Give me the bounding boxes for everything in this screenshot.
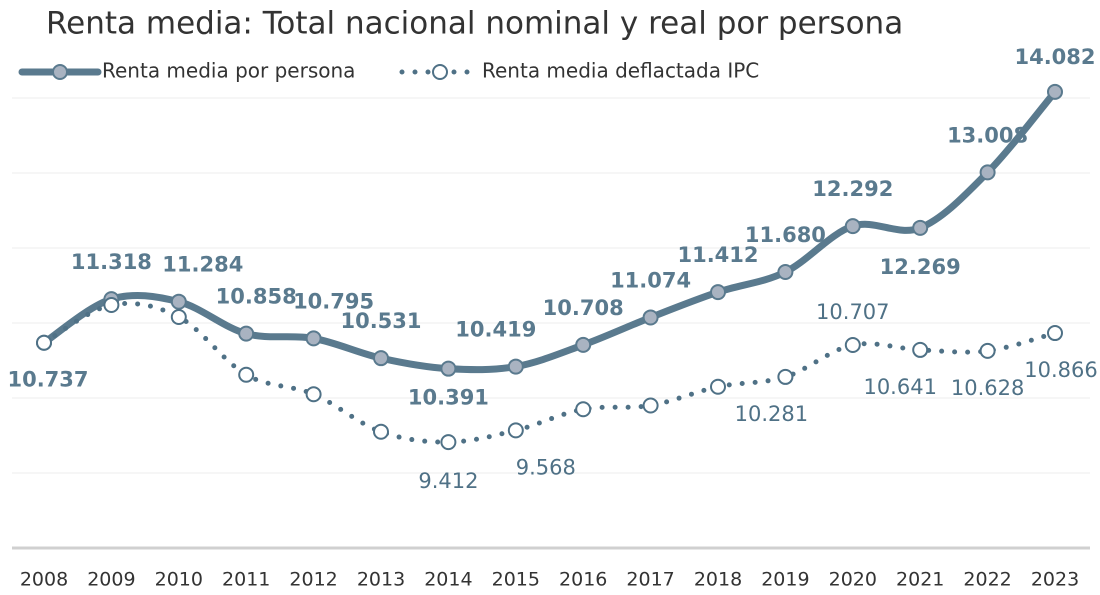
data-label: 11.680	[745, 223, 826, 247]
x-tick-label: 2011	[222, 569, 270, 591]
data-label: 10.281	[735, 402, 808, 426]
data-label: 11.284	[162, 253, 243, 277]
point	[305, 330, 322, 347]
x-tick-label: 2018	[694, 569, 742, 591]
data-label: 9.568	[516, 455, 576, 479]
point	[642, 309, 659, 326]
series-line	[40, 88, 1059, 374]
point	[238, 325, 255, 342]
point	[979, 164, 996, 181]
legend-marker	[432, 64, 448, 80]
legend-marker	[52, 64, 68, 80]
point	[440, 434, 457, 451]
x-tick-label: 2020	[829, 569, 877, 591]
x-tick-label: 2009	[87, 569, 135, 591]
point	[238, 366, 255, 383]
point	[844, 336, 861, 353]
data-label: 10.708	[543, 296, 624, 320]
legend-label: Renta media por persona	[102, 59, 355, 83]
point	[642, 397, 659, 414]
point	[36, 334, 52, 351]
data-label: 11.318	[71, 250, 152, 274]
point	[440, 360, 457, 377]
x-tick-label: 2021	[896, 569, 944, 591]
x-tick-label: 2008	[20, 569, 68, 591]
point	[507, 422, 524, 439]
point	[1047, 325, 1063, 342]
data-label: 10.419	[455, 318, 536, 342]
point	[710, 378, 726, 395]
series-line	[41, 300, 1058, 445]
data-label: 14.082	[1014, 45, 1095, 69]
data-label: 10.531	[340, 309, 421, 333]
legend-label: Renta media deflactada IPC	[482, 59, 759, 83]
x-tick-label: 2022	[963, 569, 1011, 591]
data-label: 10.866	[1024, 358, 1097, 382]
data-label: 12.292	[812, 177, 893, 201]
data-label: 10.737	[7, 368, 88, 392]
x-tick-label: 2012	[289, 569, 337, 591]
point	[170, 309, 187, 325]
point	[575, 336, 592, 353]
point	[777, 264, 794, 280]
point	[979, 342, 996, 359]
point	[507, 358, 524, 375]
x-tick-label: 2010	[155, 569, 203, 591]
x-tick-label: 2013	[357, 569, 405, 591]
x-tick-label: 2016	[559, 569, 607, 591]
point	[575, 401, 592, 418]
data-label: 12.269	[880, 255, 961, 279]
x-tick-label: 2023	[1031, 569, 1079, 591]
point	[1047, 83, 1063, 100]
point	[912, 341, 929, 358]
point	[373, 350, 389, 367]
point	[373, 423, 389, 440]
x-tick-label: 2017	[626, 569, 674, 591]
point	[777, 368, 794, 385]
data-label: 11.412	[677, 243, 758, 267]
data-label: 10.707	[816, 300, 889, 324]
point	[710, 284, 726, 301]
data-label: 11.074	[610, 268, 691, 292]
point	[844, 218, 861, 235]
data-label: 10.795	[293, 289, 374, 313]
point	[170, 293, 187, 310]
point	[103, 297, 120, 313]
data-label: 13.008	[947, 123, 1028, 147]
data-label: 10.858	[216, 285, 297, 309]
point	[912, 219, 929, 236]
data-label: 10.391	[408, 386, 489, 410]
data-label: 10.641	[863, 375, 936, 399]
data-label: 10.628	[951, 376, 1024, 400]
x-tick-label: 2015	[492, 569, 540, 591]
point	[305, 386, 322, 403]
chart-title: Renta media: Total nacional nominal y re…	[46, 6, 903, 42]
x-tick-label: 2014	[424, 569, 472, 591]
data-label: 9.412	[418, 469, 478, 493]
x-tick-label: 2019	[761, 569, 809, 591]
